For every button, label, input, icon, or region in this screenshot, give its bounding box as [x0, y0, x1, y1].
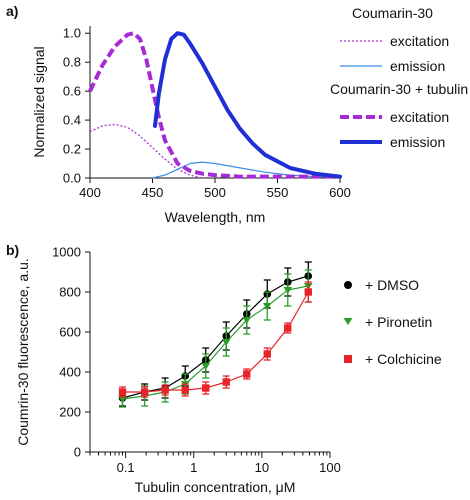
legend-dmso-label: + DMSO	[365, 277, 419, 293]
panel-a-y-label: Normalized signal	[31, 46, 47, 157]
panel-b-legend: + DMSO + Pironetin + Colchicine	[343, 277, 442, 367]
panel-a-y-tick-label: 0.8	[63, 55, 81, 70]
panel-b-y-ticks: 0 200 400 600 800 1000	[52, 245, 90, 460]
panel-b-marker	[242, 317, 252, 324]
panel-a-y-tick-label: 1.0	[63, 26, 81, 41]
panel-b-point-pironetin	[201, 353, 211, 379]
panel-a-y-tick-label: 0.2	[63, 142, 81, 157]
panel-b-point-pironetin	[221, 327, 231, 357]
panel-b-point-colchicine	[243, 368, 251, 380]
panel-b-marker	[221, 339, 231, 346]
panel-b-x-tick-label: 1	[190, 460, 197, 475]
panel-b-fit-line-colchicine	[122, 291, 309, 393]
panel-b-x-label: Tubulin concentration, μM	[135, 479, 296, 495]
panel-b-fit-line-dmso	[122, 275, 309, 399]
panel-b-marker	[118, 388, 127, 396]
panel-a-y-tick-label: 0.4	[63, 113, 81, 128]
panel-b-marker	[222, 378, 230, 386]
panel-b-series	[118, 261, 313, 408]
legend-c30-excitation-label: excitation	[390, 33, 449, 49]
panel-a-series-line-0	[89, 123, 203, 179]
legend-pironetin-label: + Pironetin	[365, 314, 432, 330]
panel-b-point-colchicine	[118, 386, 127, 398]
panel-b-marker	[140, 388, 149, 396]
panel-b-marker	[243, 370, 251, 378]
panel-b-point-pironetin	[283, 273, 293, 307]
panel-a-x-label: Wavelength, nm	[165, 209, 266, 225]
panel-b-y-tick-label: 0	[74, 445, 81, 460]
legend-c30-emission-label: emission	[390, 58, 445, 74]
panel-b-y-tick-label: 400	[59, 365, 81, 380]
panel-b-x-tick-label: 0.1	[117, 460, 135, 475]
panel-b-fit-line-pironetin	[122, 285, 309, 400]
legend-dmso-marker	[344, 281, 352, 289]
panel-b-marker	[161, 386, 169, 394]
legend-pironetin-marker	[343, 318, 353, 325]
panel-b-x-tick-label: 10	[255, 460, 269, 475]
legend-group-2-title: Coumarin-30 + tubulin	[330, 81, 468, 97]
panel-a-label: a)	[6, 3, 18, 19]
panel-b-point-colchicine	[202, 381, 210, 395]
legend-colchicine-label: + Colchicine	[365, 351, 442, 367]
panel-b-point-colchicine	[161, 384, 169, 396]
panel-b-y-label: Coumrin-30 fluorescence, a.u.	[15, 258, 31, 446]
panel-a-x-ticks: 400 450 500 550 600	[79, 178, 351, 200]
panel-a-x-tick-label: 550	[267, 185, 289, 200]
panel-b-x-ticks: 0.1 1 10 100	[89, 452, 341, 475]
panel-a-series-line-3	[153, 31, 342, 179]
panel-a-x-tick-label: 400	[79, 185, 101, 200]
panel-a: a) 400 450 500 550 600 0.0 0.2 0.4 0.6 0.8 1.0 Wa…	[6, 3, 468, 225]
panel-b-marker	[201, 363, 211, 370]
panel-a-legend: Coumarin-30 excitation emission Coumarin…	[330, 5, 468, 150]
panel-b-y-tick-label: 800	[59, 285, 81, 300]
panel-b-point-colchicine	[140, 386, 149, 398]
legend-group-1-title: Coumarin-30	[352, 5, 433, 21]
panel-b-y-tick-label: 200	[59, 405, 81, 420]
panel-b-x-tick-label: 100	[319, 460, 341, 475]
panel-b-point-colchicine	[284, 322, 292, 334]
panel-a-x-tick-label: 450	[142, 185, 164, 200]
panel-a-series-line-2	[88, 31, 340, 179]
panel-b-label: b)	[6, 242, 19, 258]
panel-b-point-colchicine	[304, 281, 312, 303]
panel-b-point-pironetin	[262, 291, 272, 321]
panel-b: b) 0.1 1 10 100 0 200 400 600 800 1000 Tubulin c…	[6, 242, 442, 495]
panel-b-marker	[118, 396, 127, 403]
panel-a-x-tick-label: 600	[329, 185, 351, 200]
panel-b-marker	[262, 303, 272, 310]
panel-a-y-ticks: 0.0 0.2 0.4 0.6 0.8 1.0	[63, 26, 90, 186]
panel-b-marker	[263, 350, 271, 358]
panel-b-y-tick-label: 600	[59, 325, 81, 340]
panel-b-marker	[283, 287, 293, 294]
panel-a-y-tick-label: 0.0	[63, 171, 81, 186]
panel-b-point-colchicine	[263, 347, 271, 361]
panel-a-y-tick-label: 0.6	[63, 84, 81, 99]
panel-b-marker	[202, 384, 210, 392]
panel-b-y-tick-label: 1000	[52, 245, 81, 260]
panel-b-point-colchicine	[181, 383, 189, 397]
panel-b-marker	[284, 324, 292, 332]
panel-b-marker	[304, 288, 312, 296]
panel-a-x-tick-label: 500	[204, 185, 226, 200]
panel-b-point-colchicine	[222, 375, 230, 389]
panel-b-point-pironetin	[242, 305, 252, 335]
legend-tub-excitation-label: excitation	[390, 109, 449, 125]
panel-a-series	[88, 31, 342, 179]
panel-a-series-line-1	[151, 161, 341, 179]
legend-tub-emission-label: emission	[390, 134, 445, 150]
legend-colchicine-marker	[344, 355, 352, 363]
panel-b-marker	[181, 386, 189, 394]
